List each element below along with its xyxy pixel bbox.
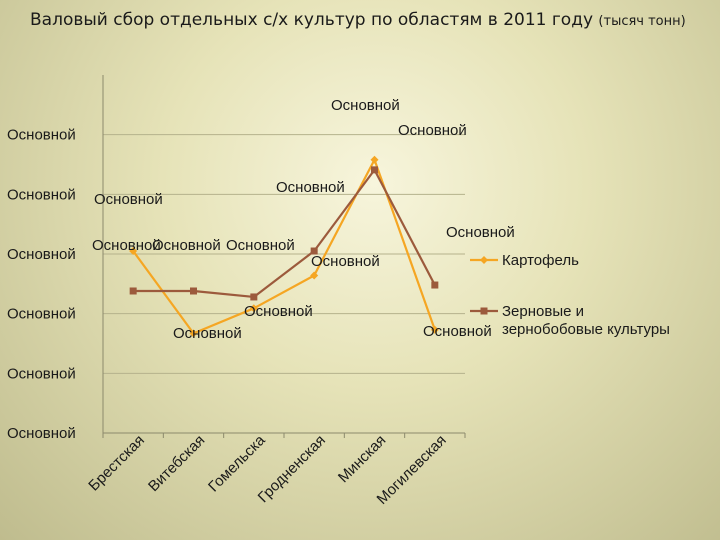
data-point-marker [370,155,379,164]
data-label: Основной [311,253,380,270]
legend-label-line: зернобобовые культуры [502,321,670,338]
y-tick-label: Основной [7,127,76,144]
chart-title-note: (тысяч тонн) [598,14,686,29]
legend-label-line: Зерновые и [502,303,584,320]
chart-title-main: Валовый сбор отдельных с/х культур по об… [30,10,594,30]
data-point-marker [310,247,318,255]
chart-title: Валовый сбор отдельных с/х культур по об… [30,10,686,30]
data-label: Основной [423,323,492,340]
data-point-marker [189,329,198,338]
y-tick-label: Основной [7,425,76,442]
data-label: Основной [94,191,163,208]
data-point-marker [250,293,258,301]
data-label: Основной [92,237,161,254]
data-label: Основной [276,179,345,196]
y-tick-label: Основной [7,306,76,323]
x-tick-label: Брестская [85,432,148,495]
data-point-marker [249,304,258,313]
data-point-marker [190,287,197,295]
data-label: Основной [398,122,467,139]
y-tick-label: Основной [7,365,76,382]
legend: Картофель Зерновые и зернобобовые культуры [470,252,670,338]
data-labels: ОсновнойОсновнойОсновнойОсновнойОсновной… [92,97,515,342]
data-point-marker [430,325,439,334]
data-label: Основной [446,224,515,241]
axes: ОсновнойОсновнойОсновнойОсновнойОсновной… [7,75,466,508]
data-label: Основной [152,237,221,254]
x-tick-label: Гомельска [205,431,269,495]
y-tick-label: Основной [7,186,76,203]
series-line [133,168,436,299]
data-point-marker [431,281,439,289]
x-tick-label: Минская [335,432,389,486]
x-tick-label: Витебская [145,432,208,495]
data-label: Основной [331,97,400,114]
data-point-marker [129,247,138,256]
y-tick-label: Основной [7,246,76,263]
legend-swatch-marker [480,256,488,264]
series-lines [129,155,439,338]
data-label: Основной [226,237,295,254]
legend-swatch-marker [480,307,488,315]
data-point-marker [371,166,378,174]
data-label: Основной [173,325,242,342]
data-point-marker [129,287,137,295]
data-point-marker [310,271,319,280]
legend-label: Картофель [502,252,579,269]
data-label: Основной [244,303,313,320]
legend-label: Зерновые и зернобобовые культуры [502,303,670,338]
